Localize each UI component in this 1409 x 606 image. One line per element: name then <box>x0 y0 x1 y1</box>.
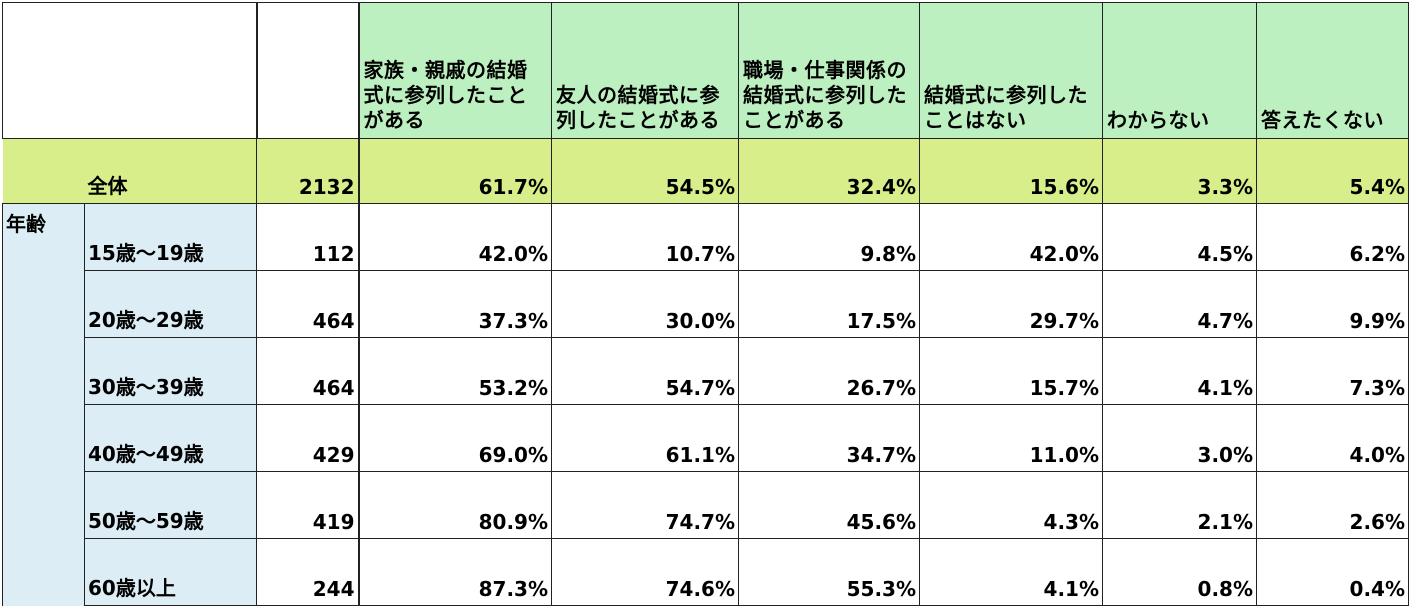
row-value: 54.7% <box>551 337 739 405</box>
total-row: 全体 2132 61.7% 54.5% 32.4% 15.6% 3.3% 5.4… <box>2 138 1409 204</box>
row-label: 30歳〜39歳 <box>84 337 257 405</box>
age-group-label: 年齢 <box>2 203 85 606</box>
row-value: 61.1% <box>551 404 739 472</box>
row-value: 4.1% <box>919 538 1103 606</box>
row-value: 15.7% <box>919 337 1103 405</box>
row-value: 3.0% <box>1102 404 1257 472</box>
corner-count-cell <box>256 2 360 139</box>
row-value: 45.6% <box>738 471 920 539</box>
row-count: 464 <box>256 337 360 405</box>
table-row: 30歳〜39歳 464 53.2% 54.7% 26.7% 15.7% 4.1% 7.3% <box>3 337 1409 405</box>
row-value: 4.7% <box>1102 270 1257 338</box>
row-value: 55.3% <box>738 538 920 606</box>
row-value: 0.8% <box>1102 538 1257 606</box>
age-rows: 年齢 15歳〜19歳 112 42.0% 10.7% 9.8% 42.0% 4.5% 6.2% 2… <box>2 203 1409 606</box>
row-value: 7.3% <box>1256 337 1409 405</box>
row-value: 87.3% <box>358 538 552 606</box>
total-value: 32.4% <box>738 138 920 204</box>
row-value: 74.6% <box>551 538 739 606</box>
total-value: 3.3% <box>1102 138 1257 204</box>
total-count: 2132 <box>256 138 360 204</box>
row-value: 69.0% <box>358 404 552 472</box>
row-value: 37.3% <box>358 270 552 338</box>
row-count: 419 <box>256 471 360 539</box>
row-value: 17.5% <box>738 270 920 338</box>
row-value: 4.5% <box>1102 203 1257 271</box>
total-value: 5.4% <box>1256 138 1409 204</box>
row-value: 6.2% <box>1256 203 1409 271</box>
row-value: 53.2% <box>358 337 552 405</box>
total-value: 61.7% <box>358 138 552 204</box>
column-header-never: 結婚式に参列したことはない <box>919 2 1103 139</box>
row-value: 10.7% <box>551 203 739 271</box>
row-label: 15歳〜19歳 <box>84 203 257 271</box>
row-value: 26.7% <box>738 337 920 405</box>
column-header-family: 家族・親戚の結婚式に参列したことがある <box>358 2 552 139</box>
column-header-work: 職場・仕事関係の結婚式に参列したことがある <box>738 2 920 139</box>
row-value: 42.0% <box>358 203 552 271</box>
table-row: 年齢 15歳〜19歳 112 42.0% 10.7% 9.8% 42.0% 4.5% 6.2% <box>2 203 1409 606</box>
row-value: 9.9% <box>1256 270 1409 338</box>
row-label: 50歳〜59歳 <box>84 471 257 539</box>
row-count: 464 <box>256 270 360 338</box>
total-label: 全体 <box>84 138 257 204</box>
row-value: 42.0% <box>919 203 1103 271</box>
total-value: 15.6% <box>919 138 1103 204</box>
row-value: 0.4% <box>1256 538 1409 606</box>
row-value: 4.3% <box>919 471 1103 539</box>
row-value: 11.0% <box>919 404 1103 472</box>
row-value: 9.8% <box>738 203 920 271</box>
row-value: 4.0% <box>1256 404 1409 472</box>
total-value: 54.5% <box>551 138 739 204</box>
row-label: 60歳以上 <box>84 538 257 606</box>
row-value: 29.7% <box>919 270 1103 338</box>
corner-cell <box>2 2 258 139</box>
row-count: 429 <box>256 404 360 472</box>
column-header-unknown: わからない <box>1102 2 1257 139</box>
header-row: 家族・親戚の結婚式に参列したことがある 友人の結婚式に参列したことがある 職場・… <box>2 2 1409 139</box>
row-label: 20歳〜29歳 <box>84 270 257 338</box>
row-value: 2.1% <box>1102 471 1257 539</box>
table-row: 50歳〜59歳 419 80.9% 74.7% 45.6% 4.3% 2.1% 2.6% <box>3 471 1409 539</box>
row-value: 4.1% <box>1102 337 1257 405</box>
row-value: 34.7% <box>738 404 920 472</box>
total-spacer <box>2 138 85 204</box>
row-count: 112 <box>256 203 360 271</box>
row-value: 30.0% <box>551 270 739 338</box>
row-count: 244 <box>256 538 360 606</box>
table-row: 40歳〜49歳 429 69.0% 61.1% 34.7% 11.0% 3.0% 4.0% <box>3 404 1409 472</box>
row-value: 74.7% <box>551 471 739 539</box>
table-row: 20歳〜29歳 464 37.3% 30.0% 17.5% 29.7% 4.7% 9.9% <box>3 270 1409 338</box>
row-value: 80.9% <box>358 471 552 539</box>
row-label: 40歳〜49歳 <box>84 404 257 472</box>
row-value: 2.6% <box>1256 471 1409 539</box>
column-header-friend: 友人の結婚式に参列したことがある <box>551 2 739 139</box>
column-header-no-answer: 答えたくない <box>1256 2 1409 139</box>
table-row: 60歳以上 244 87.3% 74.6% 55.3% 4.1% 0.8% 0.4% <box>3 538 1409 606</box>
